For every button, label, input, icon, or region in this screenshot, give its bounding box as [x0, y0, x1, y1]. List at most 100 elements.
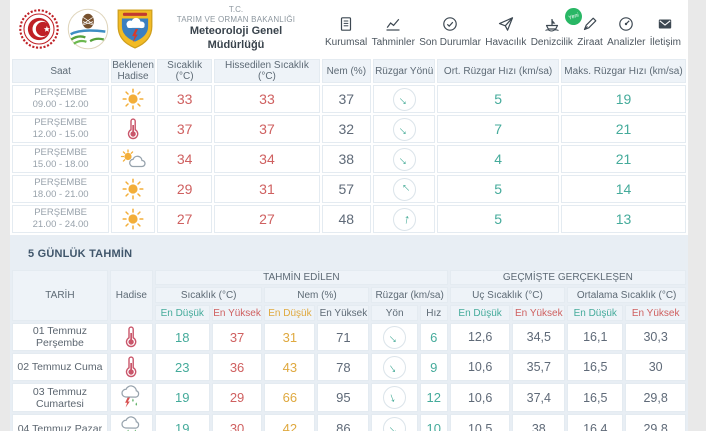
- col-maks-ruzgar: Maks. Rüzgar Hızı (km/sa): [560, 59, 686, 83]
- col-tarih: TARİH: [12, 270, 108, 321]
- avg-min-cell: 16,5: [567, 353, 624, 381]
- tarim-orman-bakanligi-logo[interactable]: [67, 8, 109, 50]
- min-humidity-cell: 66: [264, 383, 316, 412]
- extreme-min-cell: 10,6: [449, 383, 511, 412]
- weather-cell: [111, 145, 155, 173]
- nav-item-ziraat[interactable]: Ziraat: [576, 15, 604, 48]
- section-title: 5 GÜNLÜK TAHMİN: [28, 248, 133, 260]
- mail-icon: [657, 15, 673, 32]
- avg-min-cell: 16,4: [567, 414, 624, 431]
- sunny-icon: [121, 177, 145, 201]
- plane-icon: [498, 15, 514, 32]
- col-en-dusuk: En Düşük: [449, 305, 511, 321]
- page: T.C. TARIM VE ORMAN BAKANLIĞI Meteoroloj…: [10, 0, 688, 431]
- hot-thermometer-icon: [119, 355, 143, 379]
- nav-item-son-durumlar[interactable]: Son Durumlar: [418, 15, 482, 48]
- meteoroloji-shield-logo[interactable]: [116, 8, 154, 50]
- col-en-dusuk: En Düşük: [264, 305, 316, 321]
- daily-forecast-table: TARİH Hadise TAHMİN EDİLEN GEÇMİŞTE GERÇ…: [10, 268, 688, 431]
- col-hissedilen: Hissedilen Sıcaklık (°C): [214, 59, 320, 83]
- table-row: 01 Temmuz Perşembe 18 37 31 71 → 6 12,6 …: [12, 323, 686, 351]
- weather-cell: [109, 383, 153, 412]
- rainy-icon: [118, 415, 144, 431]
- avg-max-cell: 30,3: [625, 323, 686, 351]
- col-en-dusuk: En Düşük: [567, 305, 624, 321]
- col-beklenen-hadise: Beklenen Hadise: [111, 59, 155, 83]
- wind-direction-cell: →: [371, 383, 418, 412]
- date-cell: 04 Temmuz Pazar: [12, 414, 108, 431]
- feels-like-cell: 34: [214, 145, 320, 173]
- temperature-cell: 34: [156, 145, 213, 173]
- sunny-icon: [121, 207, 145, 231]
- nav-item-havacilik[interactable]: Havacılık: [484, 15, 527, 48]
- col-ortalama-sicaklik-group: Ortalama Sıcaklık (°C): [567, 287, 686, 303]
- nav-item-analizler[interactable]: Analizler: [606, 15, 646, 48]
- logo-group: [18, 8, 154, 50]
- avg-max-cell: 29,8: [625, 383, 686, 412]
- nav-item-tahminler[interactable]: Tahminler: [371, 15, 416, 48]
- time-range-cell: PERŞEMBE 15.00 - 18.00: [12, 145, 110, 173]
- min-temp-cell: 23: [154, 353, 210, 381]
- title-org: Meteoroloji Genel Müdürlüğü: [189, 24, 283, 51]
- table-row: 03 Temmuz Cumartesi 19 29 66 95 → 12 10,…: [12, 383, 686, 412]
- min-temp-cell: 18: [154, 323, 210, 351]
- col-nem: Nem (%): [321, 59, 372, 83]
- col-ort-ruzgar: Ort. Rüzgar Hızı (km/sa): [437, 59, 559, 83]
- wind-direction-cell: →: [373, 175, 436, 203]
- extreme-max-cell: 37,4: [512, 383, 566, 412]
- weather-cell: [109, 414, 153, 431]
- clock-check-icon: [442, 15, 458, 32]
- extreme-min-cell: 10,5: [449, 414, 511, 431]
- table-row: PERŞEMBE 09.00 - 12.00 33 33 37 → 5 19: [12, 85, 686, 113]
- extreme-max-cell: 38: [512, 414, 566, 431]
- nav-label: Kurumsal: [325, 37, 368, 48]
- wind-direction-icon: →: [392, 117, 416, 141]
- avg-wind-cell: 5: [437, 205, 559, 233]
- col-hiz: Hız: [419, 305, 448, 321]
- weather-cell: [111, 115, 155, 143]
- wind-speed-cell: 9: [419, 353, 448, 381]
- humidity-cell: 37: [321, 85, 372, 113]
- max-temp-cell: 30: [211, 414, 263, 431]
- wind-direction-icon: →: [383, 325, 407, 349]
- min-humidity-cell: 31: [264, 323, 316, 351]
- hot-thermometer-icon: [119, 325, 143, 349]
- top-header-bar: T.C. TARIM VE ORMAN BAKANLIĞI Meteoroloj…: [10, 0, 688, 57]
- nav-label: Tahminler: [371, 37, 415, 48]
- col-uc-sicaklik-group: Uç Sıcaklık (°C): [449, 287, 566, 303]
- daily-header-row-1: TARİH Hadise TAHMİN EDİLEN GEÇMİŞTE GERÇ…: [12, 270, 686, 321]
- avg-wind-cell: 4: [437, 145, 559, 173]
- max-temp-cell: 29: [211, 383, 263, 412]
- nav-label: Denizcilik: [530, 37, 573, 48]
- max-wind-cell: 21: [560, 115, 686, 143]
- extreme-min-cell: 10,6: [449, 353, 511, 381]
- nav-item-kurumsal[interactable]: Kurumsal: [324, 15, 368, 48]
- weather-cell: [111, 175, 155, 203]
- wind-direction-icon: →: [383, 355, 407, 379]
- document-icon: [338, 15, 354, 32]
- wind-direction-icon: →: [383, 417, 407, 431]
- col-ruzgar-group: Rüzgar (km/sa): [371, 287, 448, 303]
- wind-speed-cell: 12: [419, 383, 448, 412]
- title-tc: T.C.: [228, 4, 244, 14]
- wind-direction-cell: →: [373, 115, 436, 143]
- nav-item-iletisim[interactable]: İletişim: [649, 15, 682, 48]
- temperature-cell: 33: [156, 85, 213, 113]
- max-wind-cell: 19: [560, 85, 686, 113]
- table-row: PERŞEMBE 21.00 - 24.00 27 27 48 → 5 13: [12, 205, 686, 233]
- min-humidity-cell: 42: [264, 414, 316, 431]
- wind-direction-icon: →: [392, 207, 416, 231]
- col-saat: Saat: [12, 59, 110, 83]
- nav-item-denizcilik[interactable]: Yeni Denizcilik: [530, 5, 585, 48]
- max-humidity-cell: 71: [317, 323, 370, 351]
- wind-direction-cell: →: [371, 414, 418, 431]
- avg-wind-cell: 7: [437, 115, 559, 143]
- tc-state-emblem-logo[interactable]: [18, 8, 60, 50]
- main-nav: Kurumsal Tahminler Son Durumlar Havacılı…: [324, 5, 682, 48]
- wind-direction-cell: →: [373, 145, 436, 173]
- time-range-cell: PERŞEMBE 09.00 - 12.00: [12, 85, 110, 113]
- table-row: PERŞEMBE 18.00 - 21.00 29 31 57 → 5 14: [12, 175, 686, 203]
- title-ministry: TARIM VE ORMAN BAKANLIĞI: [176, 14, 296, 24]
- max-humidity-cell: 95: [317, 383, 370, 412]
- min-temp-cell: 19: [154, 383, 210, 412]
